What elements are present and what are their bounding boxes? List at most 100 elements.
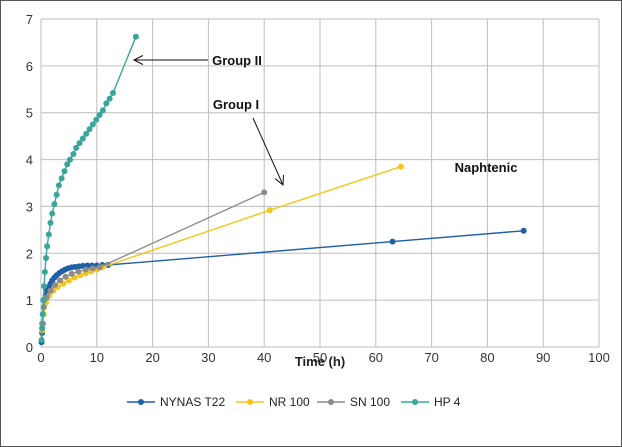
annotation-arrow-line [252, 117, 284, 186]
data-point [397, 163, 404, 170]
data-point [43, 254, 50, 261]
data-point [38, 336, 45, 343]
data-point [55, 182, 62, 189]
annotation-label: Group I [213, 97, 259, 112]
data-point [70, 150, 77, 157]
y-tick-label: 2 [26, 246, 33, 261]
data-point [266, 207, 273, 214]
data-point [89, 265, 96, 272]
data-point [51, 201, 58, 208]
data-point [40, 304, 47, 311]
data-point [109, 90, 116, 97]
data-point [82, 266, 89, 273]
legend-label: NR 100 [269, 395, 310, 409]
data-point [58, 175, 65, 182]
data-point [99, 107, 106, 114]
x-tick-label: 60 [369, 350, 383, 365]
x-tick-label: 30 [201, 350, 215, 365]
data-point [53, 191, 60, 198]
legend-marker [328, 399, 334, 405]
data-point [73, 144, 80, 151]
x-tick-label: 100 [588, 350, 610, 365]
data-point [61, 168, 68, 175]
data-point [39, 325, 46, 332]
data-point [41, 283, 48, 290]
x-tick-label: 20 [145, 350, 159, 365]
x-axis-title: Time (h) [295, 354, 345, 369]
legend-marker [138, 399, 144, 405]
x-tick-label: 90 [536, 350, 550, 365]
x-tick-label: 70 [424, 350, 438, 365]
data-point [40, 297, 47, 304]
series-2 [39, 189, 268, 327]
data-point [56, 277, 63, 284]
data-point [132, 33, 139, 40]
y-tick-label: 5 [26, 106, 33, 121]
data-point [68, 270, 75, 277]
data-point [520, 227, 527, 234]
data-point [96, 112, 103, 119]
data-point [83, 130, 90, 137]
legend-label: HP 4 [434, 395, 461, 409]
legend-marker [412, 399, 418, 405]
data-point [103, 100, 110, 107]
legend-label: NYNAS T22 [160, 395, 225, 409]
data-point [62, 273, 69, 280]
data-point [41, 269, 48, 276]
annotations: Group II Group I Naphtenic [132, 53, 518, 187]
data-point [96, 264, 103, 271]
data-point [39, 311, 46, 318]
data-point [93, 116, 100, 123]
y-tick-label: 3 [26, 199, 33, 214]
series-1 [39, 163, 404, 334]
data-point [89, 121, 96, 128]
x-tick-label: 50 [313, 350, 327, 365]
series-layer [38, 33, 527, 346]
y-tick-label: 0 [26, 340, 33, 355]
legend-item: HP 4 [401, 395, 461, 409]
data-point [106, 95, 113, 102]
data-point [261, 189, 268, 196]
series-line [40, 230, 524, 343]
annotation-arrow-head [132, 55, 144, 65]
data-point [47, 287, 54, 294]
annotation-label: Naphtenic [455, 160, 518, 175]
data-point [45, 231, 52, 238]
series-line [41, 165, 402, 331]
y-tick-label: 6 [26, 59, 33, 74]
x-tick-label: 0 [37, 350, 44, 365]
legend: NYNAS T22 NR 100 SN 100 HP 4 [127, 395, 461, 409]
data-point [44, 243, 51, 250]
data-point [51, 282, 58, 289]
grid [40, 18, 600, 348]
y-tick-label: 7 [26, 12, 33, 27]
annotation-label: Group II [212, 53, 262, 68]
x-tick-label: 80 [480, 350, 494, 365]
axes: 0 10 20 30 40 50 60 70 80 90 100 0 1 2 3 4 5 6 7 [26, 12, 610, 365]
annotation-arrow-head [274, 174, 284, 187]
legend-item: NR 100 [236, 395, 310, 409]
series-line [40, 36, 137, 341]
y-tick-label: 4 [26, 153, 33, 168]
series-line [41, 191, 265, 324]
data-point [79, 135, 86, 142]
data-point [76, 140, 83, 147]
data-point [49, 210, 56, 217]
data-point [389, 238, 396, 245]
data-point [75, 268, 82, 275]
legend-label: SN 100 [350, 395, 390, 409]
legend-item: SN 100 [317, 395, 390, 409]
data-point [47, 219, 54, 226]
y-tick-label: 1 [26, 293, 33, 308]
legend-item: NYNAS T22 [127, 395, 225, 409]
x-tick-label: 40 [257, 350, 271, 365]
data-point [86, 126, 93, 133]
data-point [64, 161, 71, 168]
data-point [67, 156, 74, 163]
series-0 [38, 227, 527, 346]
x-tick-label: 10 [90, 350, 104, 365]
legend-marker [247, 399, 253, 405]
series-3 [38, 33, 139, 343]
